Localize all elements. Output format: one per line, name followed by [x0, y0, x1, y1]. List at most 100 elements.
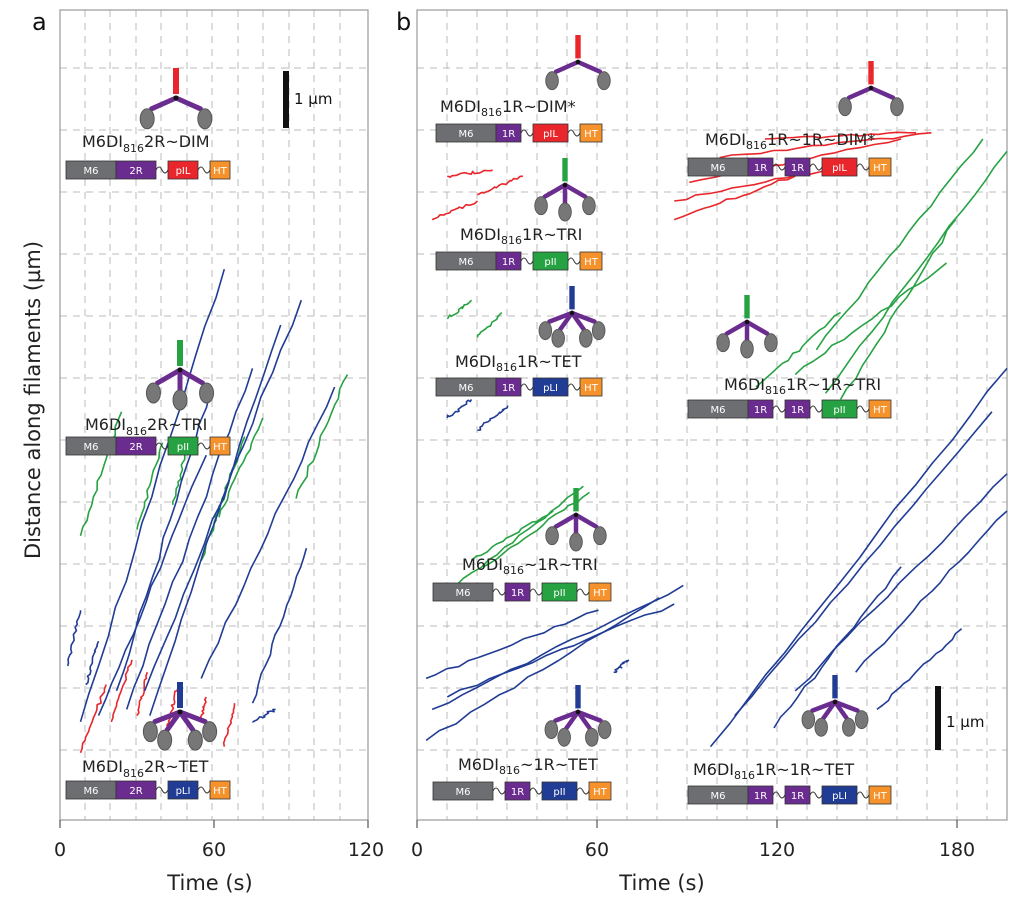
construct-name-2r-tet: M6DI8162R~TET [82, 757, 209, 780]
track-a-2-5 [125, 368, 254, 710]
svg-text:M6: M6 [711, 791, 726, 802]
svg-text:1R: 1R [502, 257, 515, 268]
cartoon-1r-tet [538, 286, 606, 348]
svg-text:2R: 2R [129, 442, 142, 453]
svg-text:HT: HT [584, 383, 599, 394]
track-b-5-4 [764, 131, 917, 140]
track-a-2-9 [251, 547, 308, 704]
panel-a-xtick-120: 120 [348, 839, 384, 861]
scale-bar-b-label: 1 µm [946, 713, 984, 731]
track-a-1-6 [218, 417, 264, 518]
construct-name-1r-1r-dim: M6DI8161R~1R~DIM* [705, 130, 875, 152]
svg-text:M6: M6 [459, 383, 474, 394]
svg-text:pII: pII [544, 257, 556, 268]
track-a-1-5 [295, 374, 349, 499]
svg-text:1R: 1R [791, 163, 804, 174]
svg-text:M6: M6 [84, 786, 99, 797]
track-a-0-0 [79, 684, 107, 754]
cartoon-1r-dim [545, 35, 611, 91]
myosin-cartoons [139, 35, 904, 751]
svg-text:M6: M6 [711, 163, 726, 174]
svg-text:pII: pII [553, 787, 565, 798]
cartoon-2r-tet [142, 682, 218, 751]
scale-bar-b: 1 µm [935, 686, 984, 750]
bar-1r-dim: M6 1R pIL HT [435, 123, 603, 143]
panel-a-xtick-60: 60 [202, 839, 226, 861]
track-a-2-6 [143, 299, 303, 692]
track-b-7-3 [855, 510, 1008, 673]
cartoon-1r-tri [534, 158, 596, 222]
panel-a-gridlines [60, 10, 368, 820]
svg-text:M6: M6 [84, 442, 99, 453]
panel-b-xtick-120: 120 [759, 839, 795, 861]
construct-name-tilde-1r-tri: M6DI816~1R~TRI [462, 555, 598, 577]
track-b-1-1 [476, 312, 503, 338]
track-b-0-2 [447, 169, 493, 178]
svg-text:M6: M6 [456, 787, 471, 798]
bar-2r-tri: M6 2R pII HT [65, 436, 231, 456]
track-a-1-1 [136, 442, 164, 530]
track-b-5-3 [719, 132, 932, 159]
construct-name-1r-tet: M6DI8161R~TET [455, 352, 582, 374]
svg-text:pIL: pIL [832, 163, 847, 174]
svg-text:1R: 1R [791, 791, 804, 802]
track-b-7-1 [734, 411, 993, 717]
cartoon-1r-1r-tet [801, 675, 869, 737]
svg-text:2R: 2R [129, 166, 142, 177]
svg-text:M6: M6 [456, 588, 471, 599]
panel-b-frame [416, 9, 1008, 821]
track-a-2-3 [115, 386, 213, 692]
svg-text:M6: M6 [711, 405, 726, 416]
panel-b-xlabel: Time (s) [618, 871, 704, 895]
track-a-0-3 [166, 684, 180, 729]
track-b-0-1 [477, 175, 523, 196]
svg-text:HT: HT [584, 129, 599, 140]
track-b-3-2 [483, 491, 590, 568]
cartoon-tilde-1r-tet [544, 685, 612, 747]
svg-text:1R: 1R [754, 163, 767, 174]
svg-text:1R: 1R [511, 787, 524, 798]
construct-labels: M6DI8162R~DIM M6DI8162R~TRI M6DI8162R~TE… [82, 97, 881, 782]
track-a-2-2 [79, 268, 226, 723]
track-a-2-10 [251, 708, 276, 723]
track-b-4-0 [425, 597, 660, 742]
construct-name-1r-1r-tet: M6DI8161R~1R~TET [693, 760, 854, 782]
track-a-0-2 [136, 671, 149, 717]
track-b-7-4 [876, 628, 963, 711]
svg-text:1R: 1R [502, 383, 515, 394]
svg-text:1R: 1R [511, 588, 524, 599]
cartoon-1r-1r-dim [838, 61, 904, 117]
bar-tilde-1r-tri: M6 1R pII HT [432, 582, 612, 602]
panel-a-xlabel: Time (s) [166, 871, 252, 895]
svg-text:pIL: pIL [543, 129, 558, 140]
kymograph-tracks [66, 131, 1008, 754]
track-a-2-8 [200, 386, 336, 679]
bar-2r-tet: M6 2R pLI HT [65, 780, 231, 800]
bar-1r-tri: M6 1R pII HT [435, 251, 603, 271]
scale-bar-a: 1 µm [283, 71, 332, 128]
track-b-3-0 [455, 485, 584, 586]
construct-name-2r-dim: M6DI8162R~DIM [82, 132, 210, 155]
construct-name-tilde-1r-tet: M6DI816~1R~TET [458, 755, 598, 777]
track-b-4-4 [613, 659, 630, 674]
svg-text:M6: M6 [84, 166, 99, 177]
track-b-6-3 [839, 219, 957, 400]
track-a-0-1 [110, 659, 133, 723]
panel-b-xtick-180: 180 [939, 839, 975, 861]
svg-text:pLI: pLI [176, 786, 191, 797]
track-a-0-5 [222, 703, 236, 747]
svg-text:pLI: pLI [832, 791, 847, 802]
svg-text:HT: HT [584, 257, 599, 268]
track-b-6-4 [755, 311, 841, 388]
track-a-2-0 [66, 610, 82, 667]
cartoon-1r-1r-tri [716, 295, 778, 359]
construct-name-2r-tri: M6DI8162R~TRI [85, 415, 207, 438]
cartoon-tilde-1r-tri [545, 488, 607, 552]
cartoon-2r-dim [139, 68, 213, 130]
construct-name-1r-1r-tri: M6DI8161R~1R~TRI [724, 375, 881, 397]
y-axis-label: Distance along filaments (µm) [21, 241, 45, 559]
svg-text:M6: M6 [459, 257, 474, 268]
svg-text:1R: 1R [502, 129, 515, 140]
panel-b-letter: b [396, 8, 411, 36]
